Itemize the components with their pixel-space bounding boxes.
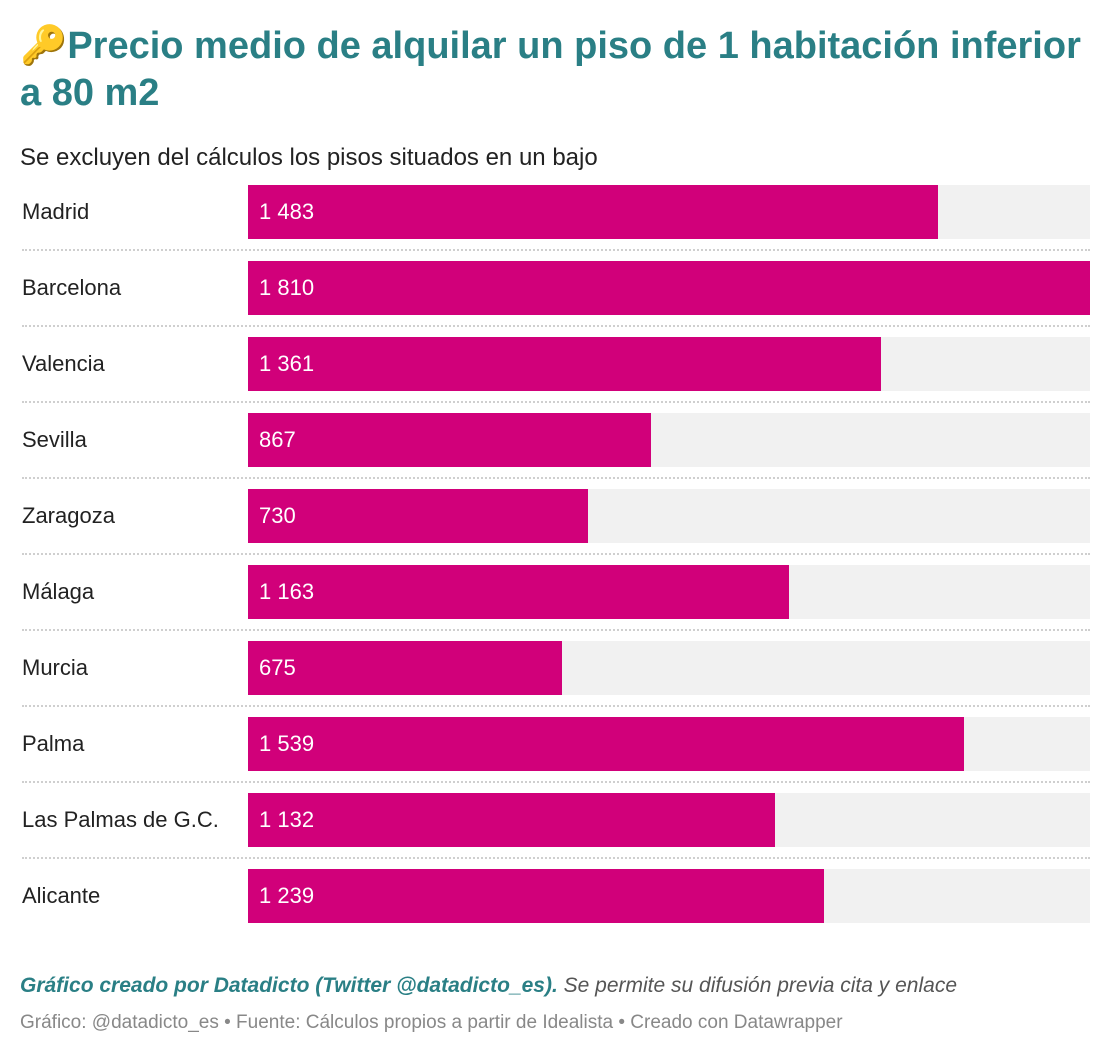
bar-track: 1 163 <box>248 565 1090 619</box>
key-icon: 🔑 <box>20 23 68 67</box>
bar-track: 1 810 <box>248 261 1090 315</box>
category-label: Valencia <box>22 351 105 376</box>
bar-value-label: 1 132 <box>259 807 315 832</box>
bar <box>248 641 562 695</box>
bar <box>248 261 1090 315</box>
category-label: Las Palmas de G.C. <box>22 807 219 832</box>
bar-track: 1 132 <box>248 793 1090 847</box>
footer-permission: Se permite su difusión previa cita y enl… <box>557 974 958 997</box>
bar-value-label: 730 <box>259 503 296 528</box>
chart-subtitle: Se excluyen del cálculos los pisos situa… <box>20 144 598 171</box>
bar-row: Barcelona 1 810 <box>0 261 1112 337</box>
category-label: Zaragoza <box>22 503 115 528</box>
bar-row: Madrid 1 483 <box>0 185 1112 261</box>
bar <box>248 337 881 391</box>
bar-value-label: 1 483 <box>259 199 315 224</box>
row-divider <box>22 781 1090 783</box>
bar-row: Palma 1 539 <box>0 717 1112 793</box>
bar-row: Zaragoza 730 <box>0 489 1112 565</box>
bar-value-label: 1 810 <box>259 275 315 300</box>
bar-value-label: 1 539 <box>259 731 315 756</box>
footer-credit: Gráfico creado por Datadicto (Twitter @d… <box>20 974 558 997</box>
bar-track: 1 239 <box>248 869 1090 923</box>
bar-row: Málaga 1 163 <box>0 565 1112 641</box>
chart-title-text: Precio medio de alquilar un piso de 1 ha… <box>20 25 1081 114</box>
bar-track: 1 361 <box>248 337 1090 391</box>
bar-value-label: 867 <box>259 427 296 452</box>
row-divider <box>22 325 1090 327</box>
bar <box>248 869 824 923</box>
footer-note: Gráfico creado por Datadicto (Twitter @d… <box>20 972 957 1000</box>
row-divider <box>22 553 1090 555</box>
category-label: Madrid <box>22 199 90 224</box>
bar-track: 730 <box>248 489 1090 543</box>
row-divider <box>22 249 1090 251</box>
category-label: Murcia <box>22 655 89 680</box>
bar <box>248 793 775 847</box>
bar-value-label: 1 361 <box>259 351 315 376</box>
category-label: Alicante <box>22 883 101 908</box>
bar-row: Valencia 1 361 <box>0 337 1112 413</box>
bar-value-label: 675 <box>259 655 296 680</box>
category-label: Barcelona <box>22 275 122 300</box>
chart-title: 🔑Precio medio de alquilar un piso de 1 h… <box>20 22 1095 117</box>
footer-meta: Gráfico: @datadicto_es • Fuente: Cálculo… <box>20 1012 843 1033</box>
bar-row: Murcia 675 <box>0 641 1112 717</box>
bar-value-label: 1 163 <box>259 579 315 604</box>
row-divider <box>22 477 1090 479</box>
bar-track: 867 <box>248 413 1090 467</box>
row-divider <box>22 857 1090 859</box>
bar-track: 1 539 <box>248 717 1090 771</box>
bar-row: Las Palmas de G.C. 1 132 <box>0 793 1112 869</box>
bar <box>248 489 588 543</box>
bar <box>248 565 789 619</box>
bar-track: 1 483 <box>248 185 1090 239</box>
category-label: Palma <box>22 731 85 756</box>
bar <box>248 413 651 467</box>
bar-track: 675 <box>248 641 1090 695</box>
row-divider <box>22 705 1090 707</box>
category-label: Sevilla <box>22 427 87 452</box>
bar <box>248 185 938 239</box>
row-divider <box>22 401 1090 403</box>
category-label: Málaga <box>22 579 95 604</box>
bar-row: Alicante 1 239 <box>0 869 1112 945</box>
bar-value-label: 1 239 <box>259 883 315 908</box>
bar-row: Sevilla 867 <box>0 413 1112 489</box>
row-divider <box>22 629 1090 631</box>
bar <box>248 717 964 771</box>
bar-chart: Madrid 1 483 Barcelona 1 810 Valencia 1 361 Se… <box>0 185 1112 945</box>
